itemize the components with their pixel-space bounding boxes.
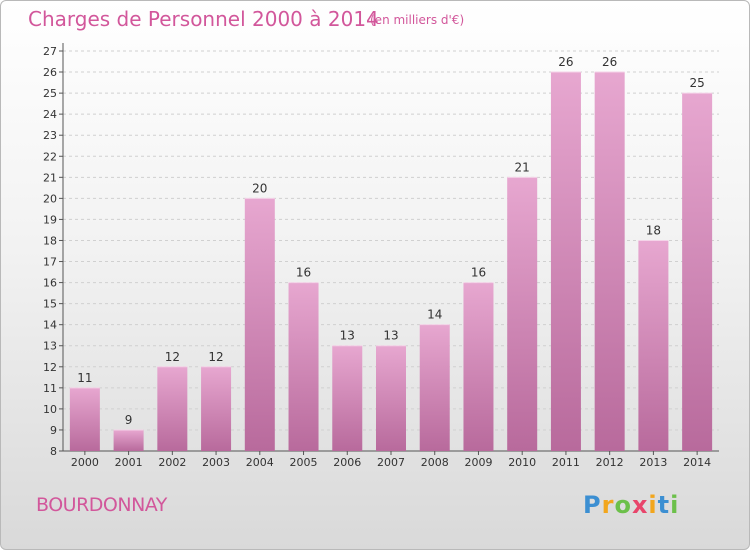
bar (69, 387, 100, 451)
bar (157, 366, 188, 451)
y-tick-label: 8 (50, 445, 57, 458)
x-tick-label: 2000 (71, 456, 99, 469)
logo-letter: P (583, 491, 602, 519)
data-label: 9 (125, 413, 133, 427)
logo-letter: t (657, 491, 671, 519)
y-tick-label: 9 (50, 424, 57, 437)
data-label: 26 (602, 55, 617, 69)
data-label: 18 (646, 223, 661, 237)
bar (682, 93, 713, 452)
logo-letter: o (614, 491, 632, 519)
logo-letter: r (601, 491, 615, 519)
bar (594, 72, 625, 451)
x-tick-label: 2010 (508, 456, 536, 469)
bar (332, 345, 363, 451)
data-label: 12 (208, 350, 223, 364)
commune-name: BOURDONNAY (36, 494, 167, 516)
bar (244, 198, 275, 451)
y-tick-label: 12 (43, 361, 57, 374)
y-tick-label: 17 (43, 256, 57, 269)
y-tick-label: 19 (43, 213, 57, 226)
bar (638, 240, 669, 451)
y-tick-label: 25 (43, 87, 57, 100)
y-tick-label: 27 (43, 45, 57, 58)
x-tick-label: 2004 (246, 456, 274, 469)
bar (376, 345, 406, 451)
x-tick-label: 2007 (377, 456, 405, 469)
data-label: 13 (340, 329, 355, 343)
data-label: 16 (471, 266, 486, 280)
logo-letter: i (670, 491, 680, 519)
data-label: 14 (427, 308, 442, 322)
chart-title: Charges de Personnel 2000 à 2014 (28, 7, 379, 31)
chart-subtitle: (en milliers d'€) (370, 13, 465, 27)
x-tick-label: 2002 (158, 456, 186, 469)
data-label: 21 (515, 160, 530, 174)
y-tick-label: 15 (43, 298, 57, 311)
bar (113, 429, 144, 451)
data-label: 26 (558, 55, 573, 69)
bar (201, 366, 232, 451)
y-tick-label: 18 (43, 234, 57, 247)
y-tick-label: 23 (43, 129, 57, 142)
x-tick-label: 2008 (421, 456, 449, 469)
x-tick-label: 2014 (683, 456, 711, 469)
x-tick-label: 2012 (596, 456, 624, 469)
y-tick-label: 13 (43, 340, 57, 353)
logo-letter: x (631, 491, 649, 519)
bar (288, 282, 319, 451)
data-label: 12 (165, 350, 180, 364)
x-tick-label: 2003 (202, 456, 230, 469)
y-tick-label: 11 (43, 382, 57, 395)
x-tick-label: 2013 (639, 456, 667, 469)
bar (463, 282, 494, 451)
y-tick-label: 14 (43, 319, 57, 332)
x-tick-label: 2009 (464, 456, 492, 469)
y-tick-label: 21 (43, 171, 57, 184)
bar (419, 324, 450, 451)
x-tick-label: 2005 (290, 456, 318, 469)
y-tick-label: 24 (43, 108, 57, 121)
y-tick-label: 10 (43, 403, 57, 416)
x-tick-label: 2006 (333, 456, 361, 469)
bar (550, 72, 581, 451)
x-tick-label: 2011 (552, 456, 580, 469)
y-tick-label: 16 (43, 277, 57, 290)
y-tick-label: 20 (43, 192, 57, 205)
y-tick-label: 22 (43, 150, 57, 163)
x-tick-label: 2001 (115, 456, 143, 469)
y-tick-label: 26 (43, 66, 57, 79)
data-label: 25 (689, 76, 704, 90)
logo-letter: i (648, 491, 658, 519)
data-label: 13 (383, 329, 398, 343)
data-label: 11 (77, 371, 92, 385)
proxiti-logo: Proxiti (583, 491, 679, 519)
data-label: 16 (296, 266, 311, 280)
bar (507, 177, 538, 451)
data-label: 20 (252, 181, 267, 195)
